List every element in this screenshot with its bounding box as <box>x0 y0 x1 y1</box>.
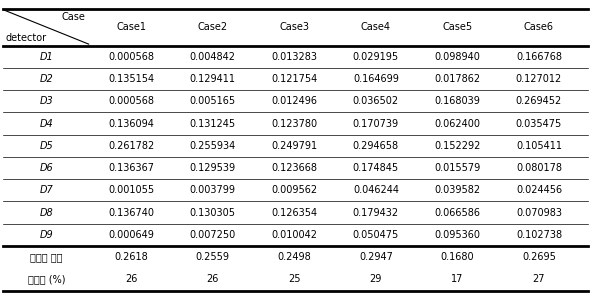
Text: 0.102738: 0.102738 <box>516 230 562 240</box>
Text: 0.1680: 0.1680 <box>441 252 474 262</box>
Text: Case4: Case4 <box>361 22 391 32</box>
Text: 0.269452: 0.269452 <box>516 96 562 106</box>
Text: 0.012496: 0.012496 <box>271 96 317 106</box>
Text: 퍼센트 (%): 퍼센트 (%) <box>28 274 66 284</box>
Text: 0.000649: 0.000649 <box>108 230 154 240</box>
Text: 0.135154: 0.135154 <box>108 74 154 84</box>
Text: 0.039582: 0.039582 <box>434 185 480 195</box>
Text: 최댑값 편차: 최댑값 편차 <box>31 252 63 262</box>
Text: 0.170739: 0.170739 <box>353 119 399 129</box>
Text: 0.136740: 0.136740 <box>108 208 154 218</box>
Text: 0.036502: 0.036502 <box>353 96 399 106</box>
Text: 0.004842: 0.004842 <box>190 52 236 62</box>
Text: Case3: Case3 <box>280 22 309 32</box>
Text: 26: 26 <box>207 274 219 284</box>
Text: 29: 29 <box>370 274 382 284</box>
Text: 0.009562: 0.009562 <box>271 185 317 195</box>
Text: D4: D4 <box>40 119 54 129</box>
Text: 0.098940: 0.098940 <box>434 52 480 62</box>
Text: 0.131245: 0.131245 <box>190 119 236 129</box>
Text: 0.035475: 0.035475 <box>516 119 562 129</box>
Text: 27: 27 <box>532 274 545 284</box>
Text: 0.066586: 0.066586 <box>434 208 480 218</box>
Text: D1: D1 <box>40 52 54 62</box>
Text: 0.255934: 0.255934 <box>190 141 236 151</box>
Text: 0.017862: 0.017862 <box>434 74 480 84</box>
Text: 0.174845: 0.174845 <box>353 163 399 173</box>
Text: 0.136367: 0.136367 <box>108 163 154 173</box>
Text: 0.121754: 0.121754 <box>271 74 317 84</box>
Text: 25: 25 <box>288 274 301 284</box>
Text: 0.029195: 0.029195 <box>353 52 399 62</box>
Text: 0.136094: 0.136094 <box>108 119 154 129</box>
Text: 26: 26 <box>125 274 137 284</box>
Text: Case2: Case2 <box>198 22 228 32</box>
Text: 0.261782: 0.261782 <box>108 141 154 151</box>
Text: 0.000568: 0.000568 <box>108 96 154 106</box>
Text: 0.166768: 0.166768 <box>516 52 562 62</box>
Text: 0.080178: 0.080178 <box>516 163 562 173</box>
Text: Case: Case <box>62 12 86 22</box>
Text: 0.123780: 0.123780 <box>271 119 317 129</box>
Text: 0.050475: 0.050475 <box>353 230 399 240</box>
Text: 0.179432: 0.179432 <box>353 208 399 218</box>
Text: 17: 17 <box>452 274 463 284</box>
Text: 0.005165: 0.005165 <box>190 96 236 106</box>
Text: 0.123668: 0.123668 <box>271 163 317 173</box>
Text: D2: D2 <box>40 74 54 84</box>
Text: 0.2695: 0.2695 <box>522 252 556 262</box>
Text: D6: D6 <box>40 163 54 173</box>
Text: 0.152292: 0.152292 <box>434 141 480 151</box>
Text: 0.010042: 0.010042 <box>271 230 317 240</box>
Text: 0.015579: 0.015579 <box>434 163 480 173</box>
Text: 0.046244: 0.046244 <box>353 185 399 195</box>
Text: 0.2618: 0.2618 <box>114 252 148 262</box>
Text: 0.013283: 0.013283 <box>271 52 317 62</box>
Text: detector: detector <box>6 33 47 43</box>
Text: 0.249791: 0.249791 <box>271 141 317 151</box>
Text: Case6: Case6 <box>524 22 554 32</box>
Text: D3: D3 <box>40 96 54 106</box>
Text: 0.164699: 0.164699 <box>353 74 399 84</box>
Text: 0.003799: 0.003799 <box>190 185 236 195</box>
Text: D9: D9 <box>40 230 54 240</box>
Text: 0.168039: 0.168039 <box>434 96 480 106</box>
Text: 0.095360: 0.095360 <box>434 230 480 240</box>
Text: 0.2498: 0.2498 <box>277 252 311 262</box>
Text: 0.2947: 0.2947 <box>359 252 393 262</box>
Text: 0.000568: 0.000568 <box>108 52 154 62</box>
Text: 0.001055: 0.001055 <box>108 185 154 195</box>
Text: D5: D5 <box>40 141 54 151</box>
Text: 0.024456: 0.024456 <box>516 185 562 195</box>
Text: 0.007250: 0.007250 <box>190 230 236 240</box>
Text: 0.130305: 0.130305 <box>190 208 236 218</box>
Text: 0.105411: 0.105411 <box>516 141 562 151</box>
Text: 0.070983: 0.070983 <box>516 208 562 218</box>
Text: D7: D7 <box>40 185 54 195</box>
Text: 0.129539: 0.129539 <box>190 163 236 173</box>
Text: 0.129411: 0.129411 <box>190 74 236 84</box>
Text: D8: D8 <box>40 208 54 218</box>
Text: Case1: Case1 <box>116 22 146 32</box>
Text: Case5: Case5 <box>443 22 472 32</box>
Text: 0.2559: 0.2559 <box>196 252 230 262</box>
Text: 0.127012: 0.127012 <box>516 74 562 84</box>
Text: 0.126354: 0.126354 <box>271 208 317 218</box>
Text: 0.062400: 0.062400 <box>434 119 480 129</box>
Text: 0.294658: 0.294658 <box>353 141 399 151</box>
